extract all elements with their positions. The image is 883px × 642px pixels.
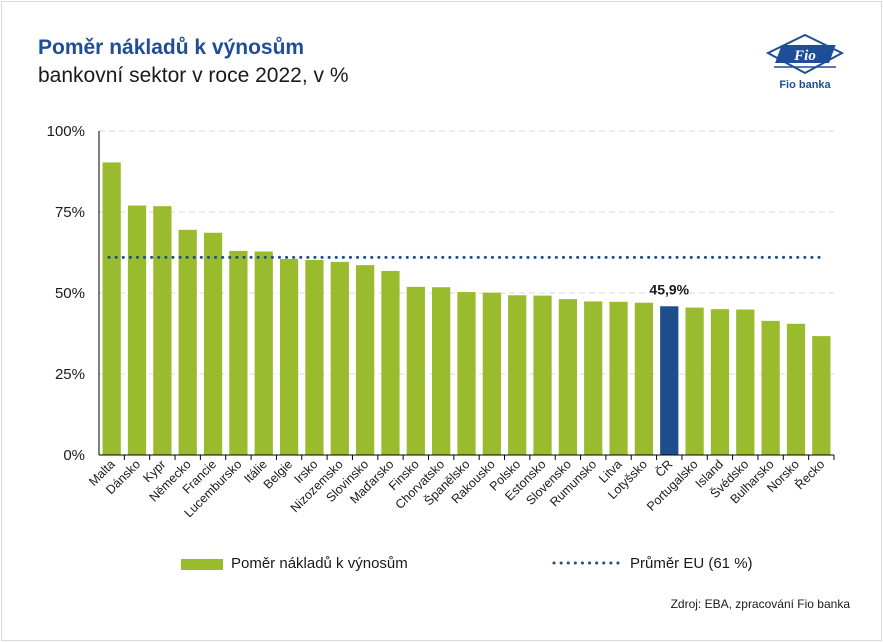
legend-bar-swatch [181,559,223,570]
legend-line-label: Průměr EU (61 %) [630,555,753,572]
bar [786,323,806,455]
y-tick-label: 0% [63,447,85,464]
bar [457,292,476,455]
bar [279,258,299,455]
data-labels: 45,9% [649,281,689,297]
bar [432,287,451,455]
y-axis: 0% 25% 50% 75% 100% [47,123,100,464]
bar [812,336,831,455]
y-tick-label: 75% [55,204,85,221]
bar [102,162,121,456]
y-tick-label: 100% [47,123,85,140]
bar [229,250,248,455]
y-tick-label: 50% [55,285,85,302]
bar [660,306,679,455]
bar [634,302,654,455]
chart-title: Poměr nákladů k výnosům [38,36,305,59]
x-tick-label: Belgie [261,457,296,492]
highlight-data-label: 45,9% [649,281,689,297]
bar [127,205,147,455]
bar [305,259,324,455]
bar [685,307,704,455]
bar [736,309,755,455]
logo-mark: Fio [793,48,816,64]
x-axis: MaltaDánskoKyprNěmeckoFrancieLucembursko… [86,454,835,520]
bar [584,301,603,455]
logo-text: Fio banka [779,79,831,91]
bar [533,295,552,455]
fio-banka-logo: Fio Fio banka [760,33,850,97]
legend-bar-label: Poměr nákladů k výnosům [231,555,408,572]
bar [254,251,273,455]
bar [153,206,172,455]
bars [102,162,831,456]
bar [482,292,501,455]
chart-subtitle: bankovní sektor v roce 2022, v % [38,64,349,87]
bar [381,270,400,455]
bar [710,309,730,455]
bar [178,229,197,455]
x-tick-label: Řecko [792,456,828,492]
legend-line-swatch [552,561,622,565]
bar [609,301,628,455]
bar [406,286,425,455]
bar [508,295,527,455]
y-tick-label: 25% [55,366,85,383]
source-note: Zdroj: EBA, zpracování Fio banka [670,597,850,611]
bar [355,265,375,455]
bar [761,320,780,455]
bar [558,299,578,455]
bar [330,261,349,455]
bar [203,232,223,455]
fio-logo-icon: Fio [765,33,845,75]
